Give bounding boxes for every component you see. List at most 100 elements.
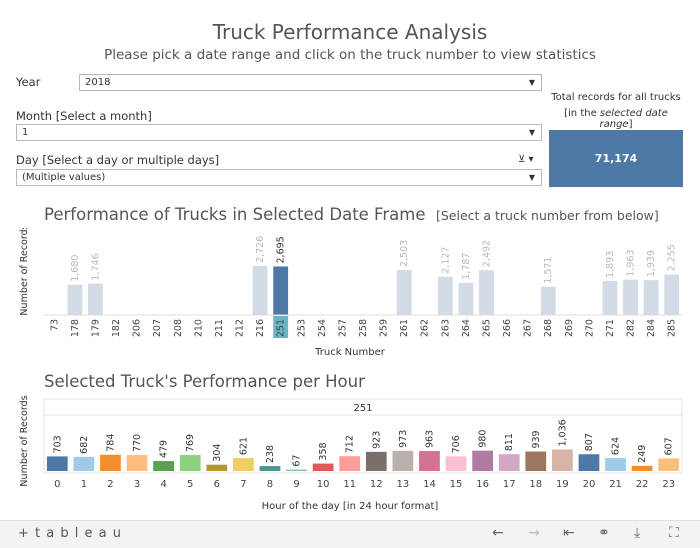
bar-truck-179[interactable] [88, 283, 103, 315]
redo-icon[interactable]: → [528, 525, 540, 541]
bar-truck-261[interactable] [396, 269, 412, 315]
truck-performance-chart[interactable]: 1,680 1,746 2,726 2,695 2,503 2,127 1,787 2,492… [0, 228, 700, 363]
page-subtitle: Please pick a date range and click on th… [104, 47, 596, 63]
x-tick-label[interactable]: 258 [358, 319, 369, 337]
x-tick-label[interactable]: 265 [481, 319, 492, 337]
tableau-logo[interactable]: + t a b l e a u [18, 526, 122, 541]
bar-hour-8[interactable] [259, 466, 281, 471]
x-tick-label[interactable]: 210 [193, 319, 204, 337]
x-tick-label: 4 [160, 479, 166, 490]
bar-hour-10[interactable] [312, 463, 334, 471]
bar-hour-21[interactable] [605, 458, 626, 471]
bar-hour-5[interactable] [179, 455, 201, 471]
x-tick-label[interactable]: 206 [132, 319, 143, 337]
undo-icon[interactable]: ← [492, 525, 504, 541]
bar-hour-16[interactable] [472, 450, 493, 471]
bar-truck-282[interactable] [623, 279, 638, 315]
value-label: 712 [345, 435, 356, 453]
bar-hour-7[interactable] [233, 458, 254, 471]
bar-hour-4[interactable] [153, 461, 174, 471]
value-label: 624 [611, 437, 622, 455]
bar-hour-9[interactable] [286, 469, 307, 471]
x-tick-label[interactable]: 270 [584, 319, 595, 337]
x-tick-label: 11 [343, 479, 356, 490]
bar-hour-20[interactable] [578, 454, 600, 471]
x-tick-label[interactable]: 261 [399, 319, 410, 337]
bar-truck-284[interactable] [643, 280, 659, 315]
bar-truck-216[interactable] [252, 265, 268, 315]
x-tick-label[interactable]: 208 [173, 319, 184, 337]
value-label: 1,787 [461, 253, 472, 280]
bar-hour-15[interactable] [445, 456, 467, 471]
x-tick-label[interactable]: 257 [337, 319, 348, 337]
x-tick-label: 20 [583, 479, 596, 490]
hourly-chart-title: Selected Truck's Performance per Hour [44, 372, 365, 391]
x-tick-label[interactable]: 266 [502, 319, 513, 337]
bar-truck-265[interactable] [479, 270, 494, 315]
x-tick-label: 22 [636, 479, 649, 490]
bar-hour-17[interactable] [498, 454, 520, 471]
x-axis-label: Truck Number [314, 347, 386, 358]
x-tick-label[interactable]: 251 [276, 319, 287, 337]
x-tick-label[interactable]: 285 [667, 319, 678, 337]
x-tick-label[interactable]: 264 [461, 319, 472, 337]
bar-hour-11[interactable] [339, 456, 361, 471]
day-dropdown[interactable]: (Multiple values) ▼ [16, 169, 542, 186]
x-tick-label: 10 [317, 479, 330, 490]
x-tick-label[interactable]: 271 [605, 319, 616, 337]
x-tick-label[interactable]: 268 [543, 319, 554, 337]
x-tick-label[interactable]: 179 [90, 319, 101, 337]
x-tick-label[interactable]: 259 [379, 319, 390, 337]
bar-hour-6[interactable] [206, 464, 228, 471]
value-label: 2,255 [667, 244, 678, 271]
x-tick-label[interactable]: 269 [564, 319, 575, 337]
x-tick-label[interactable]: 73 [49, 319, 60, 331]
total-caption: Total records for all trucks [551, 92, 681, 103]
bar-hour-19[interactable] [552, 449, 573, 471]
bar-hour-2[interactable] [100, 454, 121, 471]
x-tick-label[interactable]: 262 [420, 319, 431, 337]
share-icon[interactable]: ⚭ [598, 525, 610, 541]
chevron-down-icon: ▼ [528, 78, 535, 87]
x-tick-label: 13 [397, 479, 410, 490]
revert-icon[interactable]: ⇤ [563, 525, 575, 541]
bar-truck-178[interactable] [67, 284, 83, 315]
x-tick-label[interactable]: 212 [235, 319, 246, 337]
bar-truck-285[interactable] [664, 274, 680, 315]
bar-hour-3[interactable] [126, 455, 148, 471]
x-tick-label[interactable]: 216 [255, 319, 266, 337]
year-dropdown[interactable]: 2018 ▼ [79, 74, 542, 91]
bar-hour-18[interactable] [525, 451, 547, 471]
bar-truck-251[interactable] [273, 266, 289, 315]
bar-hour-23[interactable] [658, 458, 680, 471]
bar-hour-22[interactable] [631, 465, 653, 471]
value-label: 238 [265, 445, 276, 463]
x-tick-label[interactable]: 284 [646, 319, 657, 337]
x-tick-label[interactable]: 178 [70, 319, 81, 337]
bar-hour-12[interactable] [365, 451, 387, 471]
bar-truck-268[interactable] [540, 286, 556, 315]
x-tick-label[interactable]: 282 [626, 319, 637, 337]
x-tick-label: 3 [134, 479, 140, 490]
x-tick-label[interactable]: 211 [214, 319, 225, 337]
x-tick-label[interactable]: 254 [317, 319, 328, 337]
bar-hour-14[interactable] [419, 451, 440, 471]
bar-truck-263[interactable] [437, 276, 453, 315]
x-tick-label[interactable]: 207 [152, 319, 163, 337]
x-tick-label[interactable]: 263 [440, 319, 451, 337]
y-axis-label: Number of Records [19, 228, 30, 316]
x-tick-label[interactable]: 267 [523, 319, 534, 337]
x-tick-label[interactable]: 182 [111, 319, 122, 337]
bar-hour-1[interactable] [73, 456, 95, 471]
bar-hour-0[interactable] [46, 456, 68, 471]
month-dropdown[interactable]: 1 ▼ [16, 124, 542, 141]
fullscreen-icon[interactable]: ⛶ [669, 525, 679, 541]
bar-truck-271[interactable] [602, 280, 618, 315]
download-icon[interactable]: ⤓ [634, 525, 641, 541]
x-tick-label[interactable]: 253 [296, 319, 307, 337]
bar-truck-264[interactable] [458, 282, 474, 315]
bar-hour-13[interactable] [392, 450, 414, 471]
value-label: 2,492 [481, 240, 492, 267]
clear-filter-icon[interactable]: ⊻ ▾ [518, 154, 534, 165]
